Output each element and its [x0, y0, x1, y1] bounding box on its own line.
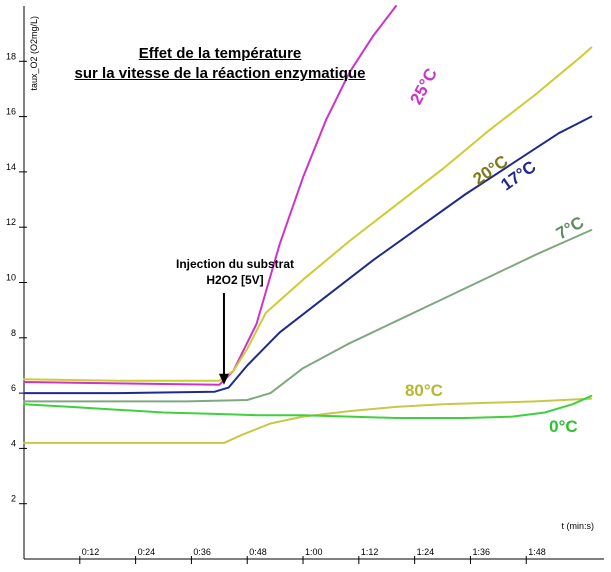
series-line-80CC: [23, 397, 593, 444]
series-label-0CC: 0°C: [549, 417, 578, 436]
chart-title-line2: sur la vitesse de la réaction enzymatiqu…: [74, 65, 366, 82]
y-tick-label: 10: [6, 273, 16, 283]
x-tick-label: 1:36: [472, 547, 490, 557]
series-line-20CC: [23, 46, 593, 382]
y-tick-label: 16: [6, 107, 16, 117]
x-tick-label: 1:24: [417, 547, 435, 557]
injection-annotation: Injection du substrat H2O2 [5V]: [150, 256, 320, 288]
annotation-arrow-layer: [218, 293, 229, 385]
axes: 2 4 6 8 10 12 14 16 18 taux_O2 (O2mg/L) 0:12 0:24 0:…: [6, 6, 604, 564]
chart-title-line1: Effet de la température: [138, 45, 302, 62]
y-tick-label: 12: [6, 217, 16, 227]
series-line-25CC: [23, 5, 397, 386]
series-label-7CC: 7°C: [553, 213, 587, 244]
y-tick-label: 18: [6, 51, 16, 61]
chart-title: Effet de la température sur la vitesse d…: [60, 44, 380, 84]
x-tick-label: 1:00: [305, 547, 323, 557]
series-layer: [23, 5, 593, 444]
x-tick-label: 0:48: [249, 547, 267, 557]
series-label-25CC: 25°C: [406, 65, 441, 107]
x-tick-label: 1:48: [528, 547, 546, 557]
x-tick-label: 0:12: [82, 547, 100, 557]
x-tick-label: 0:24: [138, 547, 156, 557]
series-line-17CC: [23, 115, 593, 395]
annotation-line2: H2O2 [5V]: [206, 273, 264, 287]
y-tick-label: 4: [11, 438, 16, 448]
series-labels: 25°C20°C17°C7°C80°C0°C: [405, 65, 587, 436]
series-label-80CC: 80°C: [405, 381, 443, 400]
x-tick-label: 1:12: [361, 547, 379, 557]
y-tick-label: 14: [6, 162, 16, 172]
y-tick-label: 6: [11, 383, 16, 393]
y-axis-label: taux_O2 (O2mg/L): [29, 16, 39, 91]
x-axis-label: t (min:s): [562, 521, 595, 531]
y-tick-label: 8: [11, 328, 16, 338]
y-tick-label: 2: [11, 494, 16, 504]
series-line-0CC: [23, 394, 593, 419]
x-tick-label: 0:36: [193, 547, 211, 557]
series-line-7CC: [23, 229, 593, 403]
annotation-arrow-head: [218, 373, 229, 385]
annotation-line1: Injection du substrat: [175, 257, 294, 271]
